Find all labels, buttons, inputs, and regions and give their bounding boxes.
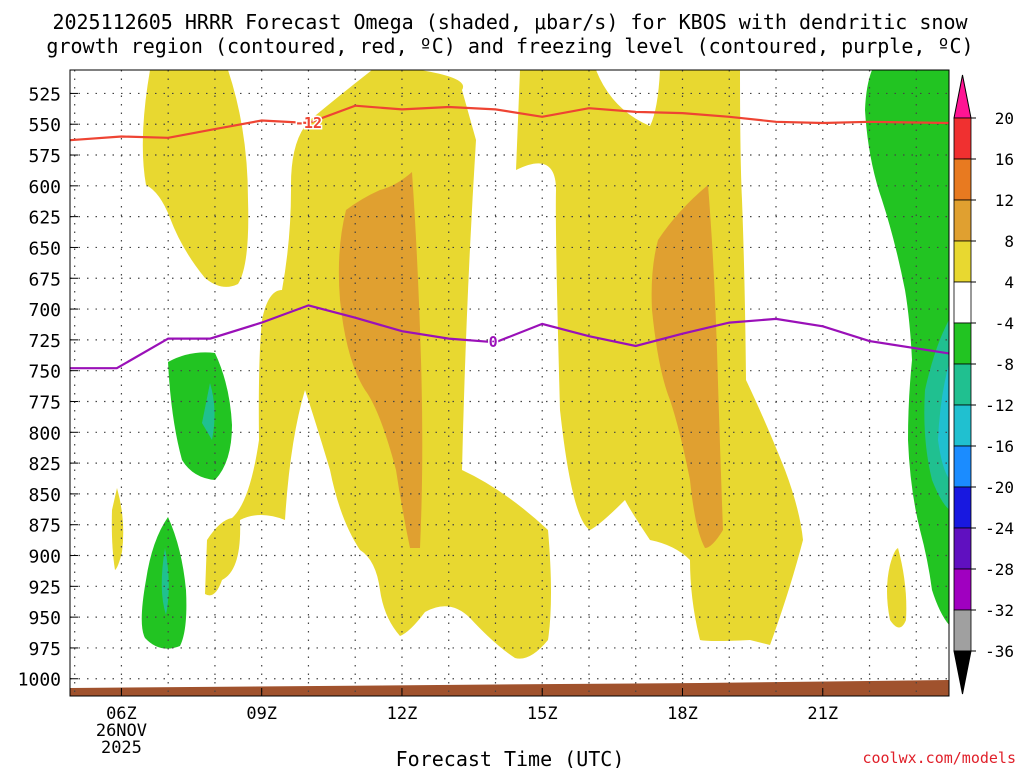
colorbar-label: -16 — [985, 437, 1014, 456]
y-tick-label: 525 — [28, 84, 61, 105]
y-axis: 525 550 575 600 625 650 675 700 725 750 775 800 825 8… — [18, 84, 78, 691]
y-tick-label: 725 — [28, 331, 61, 352]
omega-sinking-area-3 — [865, 70, 949, 625]
colorbar-band — [953, 281, 972, 324]
y-tick-label: 750 — [28, 362, 61, 383]
colorbar-label: -12 — [985, 396, 1014, 415]
y-tick-label: 800 — [28, 423, 61, 444]
y-tick-label: 850 — [28, 485, 61, 506]
omega-rising-area-1 — [142, 70, 249, 287]
colorbar-label: 4 — [1004, 273, 1014, 292]
omega-sinking-core-3b — [938, 363, 949, 479]
freezing-level-line — [70, 304, 950, 370]
omega-sinking-area-1 — [168, 352, 232, 480]
colorbar-label: -24 — [985, 519, 1014, 538]
colorbar-label: -28 — [985, 560, 1014, 579]
omega-sinking-core-1 — [202, 383, 215, 440]
colorbar-band — [953, 117, 972, 160]
omega-strong-rising-core-2 — [651, 185, 723, 548]
colorbar-band — [953, 240, 972, 283]
x-tick-label: 21Z — [807, 704, 838, 724]
dendritic-isotherm-line — [69, 104, 950, 142]
colorbar-band — [953, 568, 972, 611]
colorbar-band — [953, 486, 972, 529]
x-tick-label: 06Z — [106, 704, 137, 724]
colorbar-top-extension — [953, 74, 972, 119]
colorbar-label: -20 — [985, 478, 1014, 497]
colorbar-label: -8 — [995, 355, 1014, 374]
colorbar-label: -36 — [985, 642, 1014, 661]
y-tick-label: 650 — [28, 238, 61, 259]
colorbar-bottom-extension — [953, 650, 972, 695]
chart-title-line-1: 2025112605 HRRR Forecast Omega (shaded, … — [52, 10, 968, 34]
colorbar-label: 12 — [995, 191, 1014, 210]
colorbar: 20 16 12 8 4 -4 -8 -12 -16 -20 -24 -28 -32 -36 — [953, 74, 1014, 695]
colorbar-band — [953, 158, 972, 201]
chart-title-line-2: growth region (contoured, red, ºC) and f… — [46, 34, 973, 58]
plot-frame — [69, 69, 950, 697]
x-tick-label: 18Z — [667, 704, 698, 724]
colorbar-label: -32 — [985, 601, 1014, 620]
colorbar-label: 20 — [995, 109, 1014, 128]
y-tick-label: 625 — [28, 208, 61, 229]
y-tick-label: 575 — [28, 146, 61, 167]
y-tick-label: 1000 — [18, 670, 61, 691]
y-tick-label: 550 — [28, 115, 61, 136]
omega-rising-area-5 — [259, 395, 271, 454]
colorbar-band — [953, 404, 972, 447]
x-tick-date: 26NOV — [96, 721, 147, 741]
x-tick-label: 12Z — [387, 704, 418, 724]
y-tick-label: 925 — [28, 577, 61, 598]
y-tick-label: 675 — [28, 269, 61, 290]
x-tick-label: 15Z — [527, 704, 558, 724]
contour-label: -12 — [295, 114, 322, 132]
x-tick-year: 2025 — [101, 738, 142, 758]
y-tick-label: 875 — [28, 516, 61, 537]
colorbar-band — [953, 363, 972, 406]
omega-shading — [70, 70, 949, 696]
y-tick-label: 700 — [28, 300, 61, 321]
x-tick-label: 09Z — [246, 704, 277, 724]
plot-area: -12 0 — [69, 69, 950, 697]
isotherm-lines: -12 0 — [69, 104, 950, 370]
y-tick-label: 825 — [28, 454, 61, 475]
omega-rising-area-4 — [111, 488, 124, 570]
x-axis-label: Forecast Time (UTC) — [396, 747, 625, 768]
y-tick-label: 600 — [28, 177, 61, 198]
omega-rising-area-6 — [887, 548, 907, 628]
colorbar-label: 16 — [995, 150, 1014, 169]
y-tick-label: 975 — [28, 639, 61, 660]
colorbar-band — [953, 445, 972, 488]
credit-text: coolwx.com/models — [862, 749, 1016, 767]
colorbar-label: 8 — [1004, 232, 1014, 251]
colorbar-band — [953, 199, 972, 242]
y-tick-label: 775 — [28, 392, 61, 413]
colorbar-band — [953, 322, 972, 365]
colorbar-band — [953, 609, 972, 652]
colorbar-band — [953, 527, 972, 570]
y-tick-label: 900 — [28, 547, 61, 568]
y-tick-label: 950 — [28, 608, 61, 629]
colorbar-label: -4 — [995, 314, 1014, 333]
omega-sinking-core-2 — [161, 548, 169, 615]
contour-label: 0 — [489, 333, 498, 351]
